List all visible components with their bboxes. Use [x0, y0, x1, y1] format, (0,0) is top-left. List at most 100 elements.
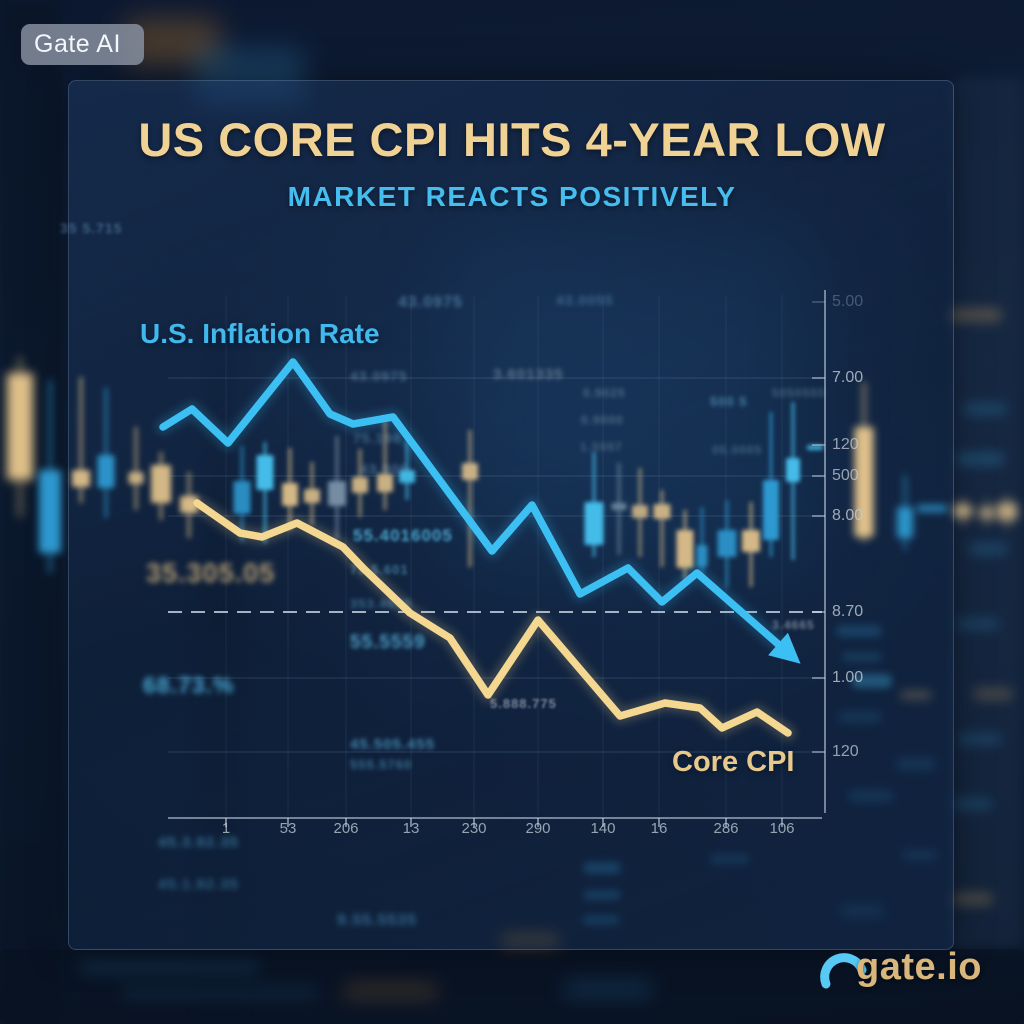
background-number: 9.55.5535 — [337, 912, 418, 929]
background-candlestick — [233, 446, 251, 542]
background-candlestick — [462, 430, 478, 567]
background-blur-shape — [953, 893, 993, 905]
background-candlestick — [7, 357, 33, 517]
background-candlestick — [97, 388, 115, 518]
background-blur-shape — [563, 980, 653, 998]
background-blur-shape — [343, 983, 438, 999]
gate-io-logo-arc-icon — [820, 953, 867, 989]
background-candlestick — [584, 452, 604, 557]
candle-body — [97, 455, 115, 488]
background-number: 45.3.92.35 — [158, 834, 239, 851]
background-candlestick — [377, 420, 393, 510]
background-blur-shape — [956, 453, 1004, 465]
candle-body — [282, 483, 298, 506]
background-candlestick — [282, 448, 298, 530]
x-axis-label: 1 — [221, 820, 231, 837]
background-candlestick — [128, 427, 144, 510]
background-number: 0.9025 — [583, 386, 626, 400]
candle-body — [304, 489, 320, 503]
candle-body — [676, 530, 694, 568]
series-line — [159, 358, 782, 648]
page-subtitle: MARKET REACTS POSITIVELY — [287, 181, 737, 212]
candle-body — [462, 463, 478, 480]
candle-body — [128, 472, 144, 484]
background-number: 45.1.92.35 — [158, 876, 239, 893]
candle-body — [233, 481, 251, 514]
background-candlestick — [611, 463, 627, 555]
background-candlestick — [352, 449, 368, 517]
background-candlestick — [180, 472, 198, 538]
background-blur-shape — [80, 960, 260, 974]
series-line — [193, 499, 792, 737]
candle-body — [897, 507, 913, 538]
background-number: 5050555 — [772, 386, 826, 400]
background-candlestick — [917, 505, 947, 512]
series-label-inflation-rate: U.S. Inflation Rate — [140, 318, 380, 349]
candle-body — [151, 465, 171, 503]
background-candlestick — [632, 468, 648, 557]
background-number: 55.4016005 — [353, 526, 453, 545]
gate-io-logo: gate.io — [818, 938, 982, 1000]
candle-body — [807, 445, 823, 450]
background-blur-shape — [953, 798, 993, 810]
background-number: 45.505.455 — [350, 736, 436, 753]
background-candlestick — [763, 412, 779, 557]
background-number: 555.5760 — [350, 757, 413, 772]
background-candlestick — [717, 500, 737, 587]
background-candlestick — [786, 402, 800, 560]
background-candlestick — [304, 462, 320, 525]
y-axis-label: 500 — [832, 467, 859, 484]
candle-body — [377, 474, 393, 492]
y-axis-label: 120 — [832, 743, 859, 760]
background-number: 05.0005 — [712, 443, 763, 457]
candle-body — [72, 470, 90, 487]
background-blur-shape — [956, 618, 1000, 630]
candle-body — [584, 502, 604, 545]
candle-body — [954, 505, 972, 517]
page-title: US CORE CPI HITS 4-YEAR LOW — [138, 113, 886, 166]
candle-body — [399, 470, 415, 483]
candle-body — [917, 505, 947, 512]
background-candlestick — [653, 490, 671, 567]
gate-ai-badge-label: Gate AI — [34, 30, 121, 58]
y-axis-label: 7.00 — [832, 369, 864, 386]
candle-body — [997, 503, 1017, 520]
background-number: 3.4665 — [772, 618, 815, 632]
series-label-core-cpi: Core CPI — [672, 746, 795, 778]
candle-body — [696, 545, 708, 567]
x-axis-label: 230 — [461, 820, 487, 837]
y-axis-label: 8.00 — [832, 507, 864, 524]
x-axis-label: 53 — [279, 820, 297, 837]
candle-body — [786, 458, 800, 482]
background-number: 500 5 — [710, 394, 748, 409]
background-candlestick — [897, 475, 913, 550]
candle-body — [328, 481, 346, 506]
x-axis-label: 286 — [713, 820, 739, 837]
background-candlestick — [256, 442, 274, 543]
y-axis-label: 5.00 — [832, 293, 864, 310]
background-candlestick — [997, 496, 1017, 528]
background-candlestick — [399, 440, 415, 500]
background-number: 43.0975 — [350, 368, 408, 384]
candle-body — [763, 480, 779, 540]
background-blur-shape — [958, 733, 1002, 745]
background-candlestick — [954, 498, 972, 525]
candle-body — [352, 477, 368, 493]
background-blur-shape — [968, 543, 1008, 555]
background-number: 3.601335 — [493, 366, 564, 383]
background-candlestick — [39, 380, 61, 573]
trend-arrowhead — [768, 632, 801, 664]
x-axis-label: 206 — [333, 820, 359, 837]
background-candlestick — [696, 507, 708, 577]
background-candlestick — [742, 502, 760, 587]
y-axis-label: 1.00 — [832, 669, 864, 686]
x-axis-label: 13 — [402, 820, 420, 837]
background-candlestick — [328, 436, 346, 540]
x-axis-label: 140 — [590, 820, 616, 837]
background-candlestick — [72, 377, 90, 503]
candle-body — [653, 504, 671, 519]
gate-ai-badge: Gate AI — [21, 24, 144, 65]
background-number: 35 5.715 — [60, 220, 123, 236]
